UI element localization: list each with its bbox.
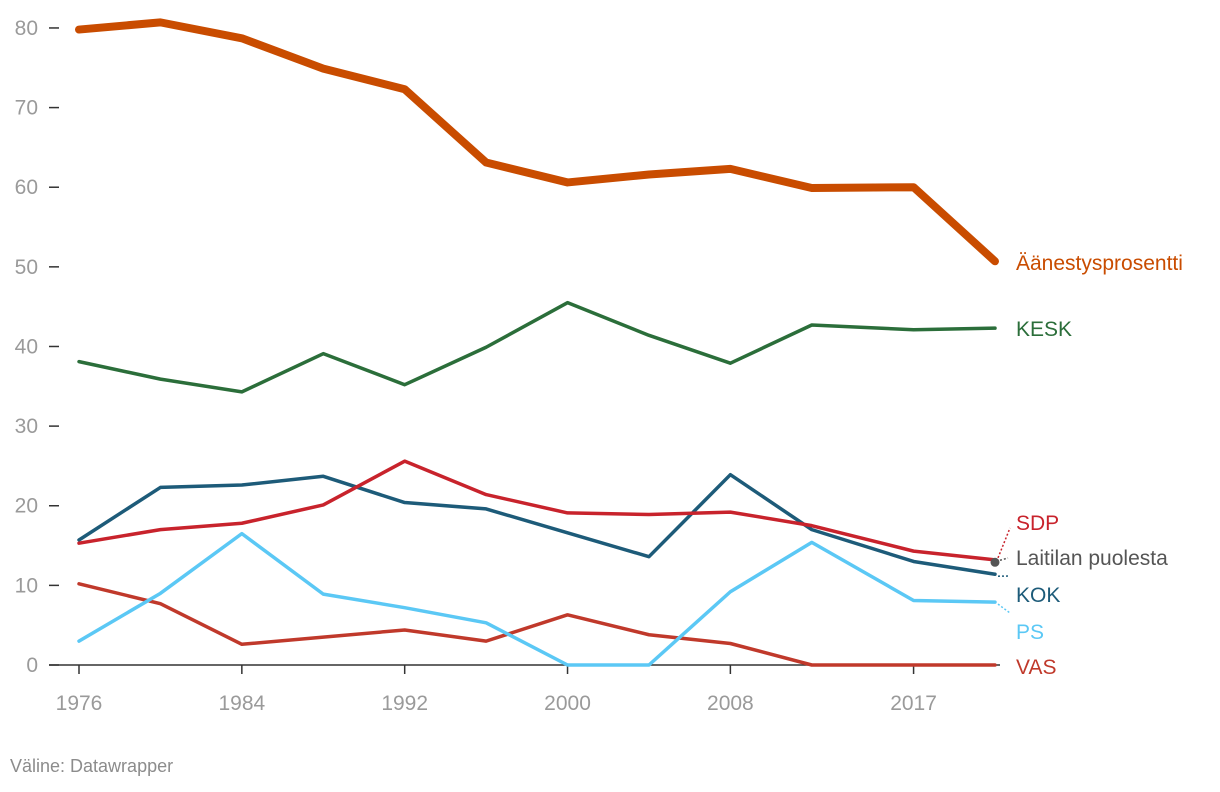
series-line-sdp xyxy=(77,459,997,562)
y-tick-label: 0 xyxy=(26,654,38,677)
y-tick-label: 80 xyxy=(15,17,38,40)
series-label--nestysprosentti: Äänestysprosentti xyxy=(1016,252,1183,275)
source-note: Väline: Datawrapper xyxy=(10,756,174,776)
y-tick-label: 30 xyxy=(15,415,38,438)
x-tick-label: 2017 xyxy=(890,692,937,715)
series-label-vas: VAS xyxy=(1016,656,1056,679)
series-line-kesk xyxy=(77,300,997,394)
annotation-dot xyxy=(990,557,1000,567)
x-tick-label: 1992 xyxy=(381,692,428,715)
series-line-vas xyxy=(77,582,997,667)
y-tick-label: 70 xyxy=(15,97,38,120)
y-tick-label: 60 xyxy=(15,176,38,199)
x-tick-label: 2008 xyxy=(707,692,754,715)
label-leader xyxy=(997,603,1011,614)
y-tick-label: 40 xyxy=(15,335,38,358)
series-label-kok: KOK xyxy=(1016,584,1060,607)
annotation-label: Laitilan puolesta xyxy=(1016,547,1168,570)
y-tick-label: 10 xyxy=(15,574,38,597)
series-label-kesk: KESK xyxy=(1016,318,1072,341)
annotation-leader xyxy=(999,557,1009,561)
label-leader xyxy=(997,527,1011,559)
series-line--nestysprosentti xyxy=(75,18,999,266)
x-tick-label: 2000 xyxy=(544,692,591,715)
x-tick-label: 1984 xyxy=(218,692,265,715)
series-label-ps: PS xyxy=(1016,621,1044,644)
x-tick-label: 1976 xyxy=(56,692,103,715)
series-line-ps xyxy=(77,531,997,667)
y-tick-label: 20 xyxy=(15,495,38,518)
y-tick-label: 50 xyxy=(15,256,38,279)
series-line-kok xyxy=(77,472,997,576)
series-label-sdp: SDP xyxy=(1016,512,1059,535)
